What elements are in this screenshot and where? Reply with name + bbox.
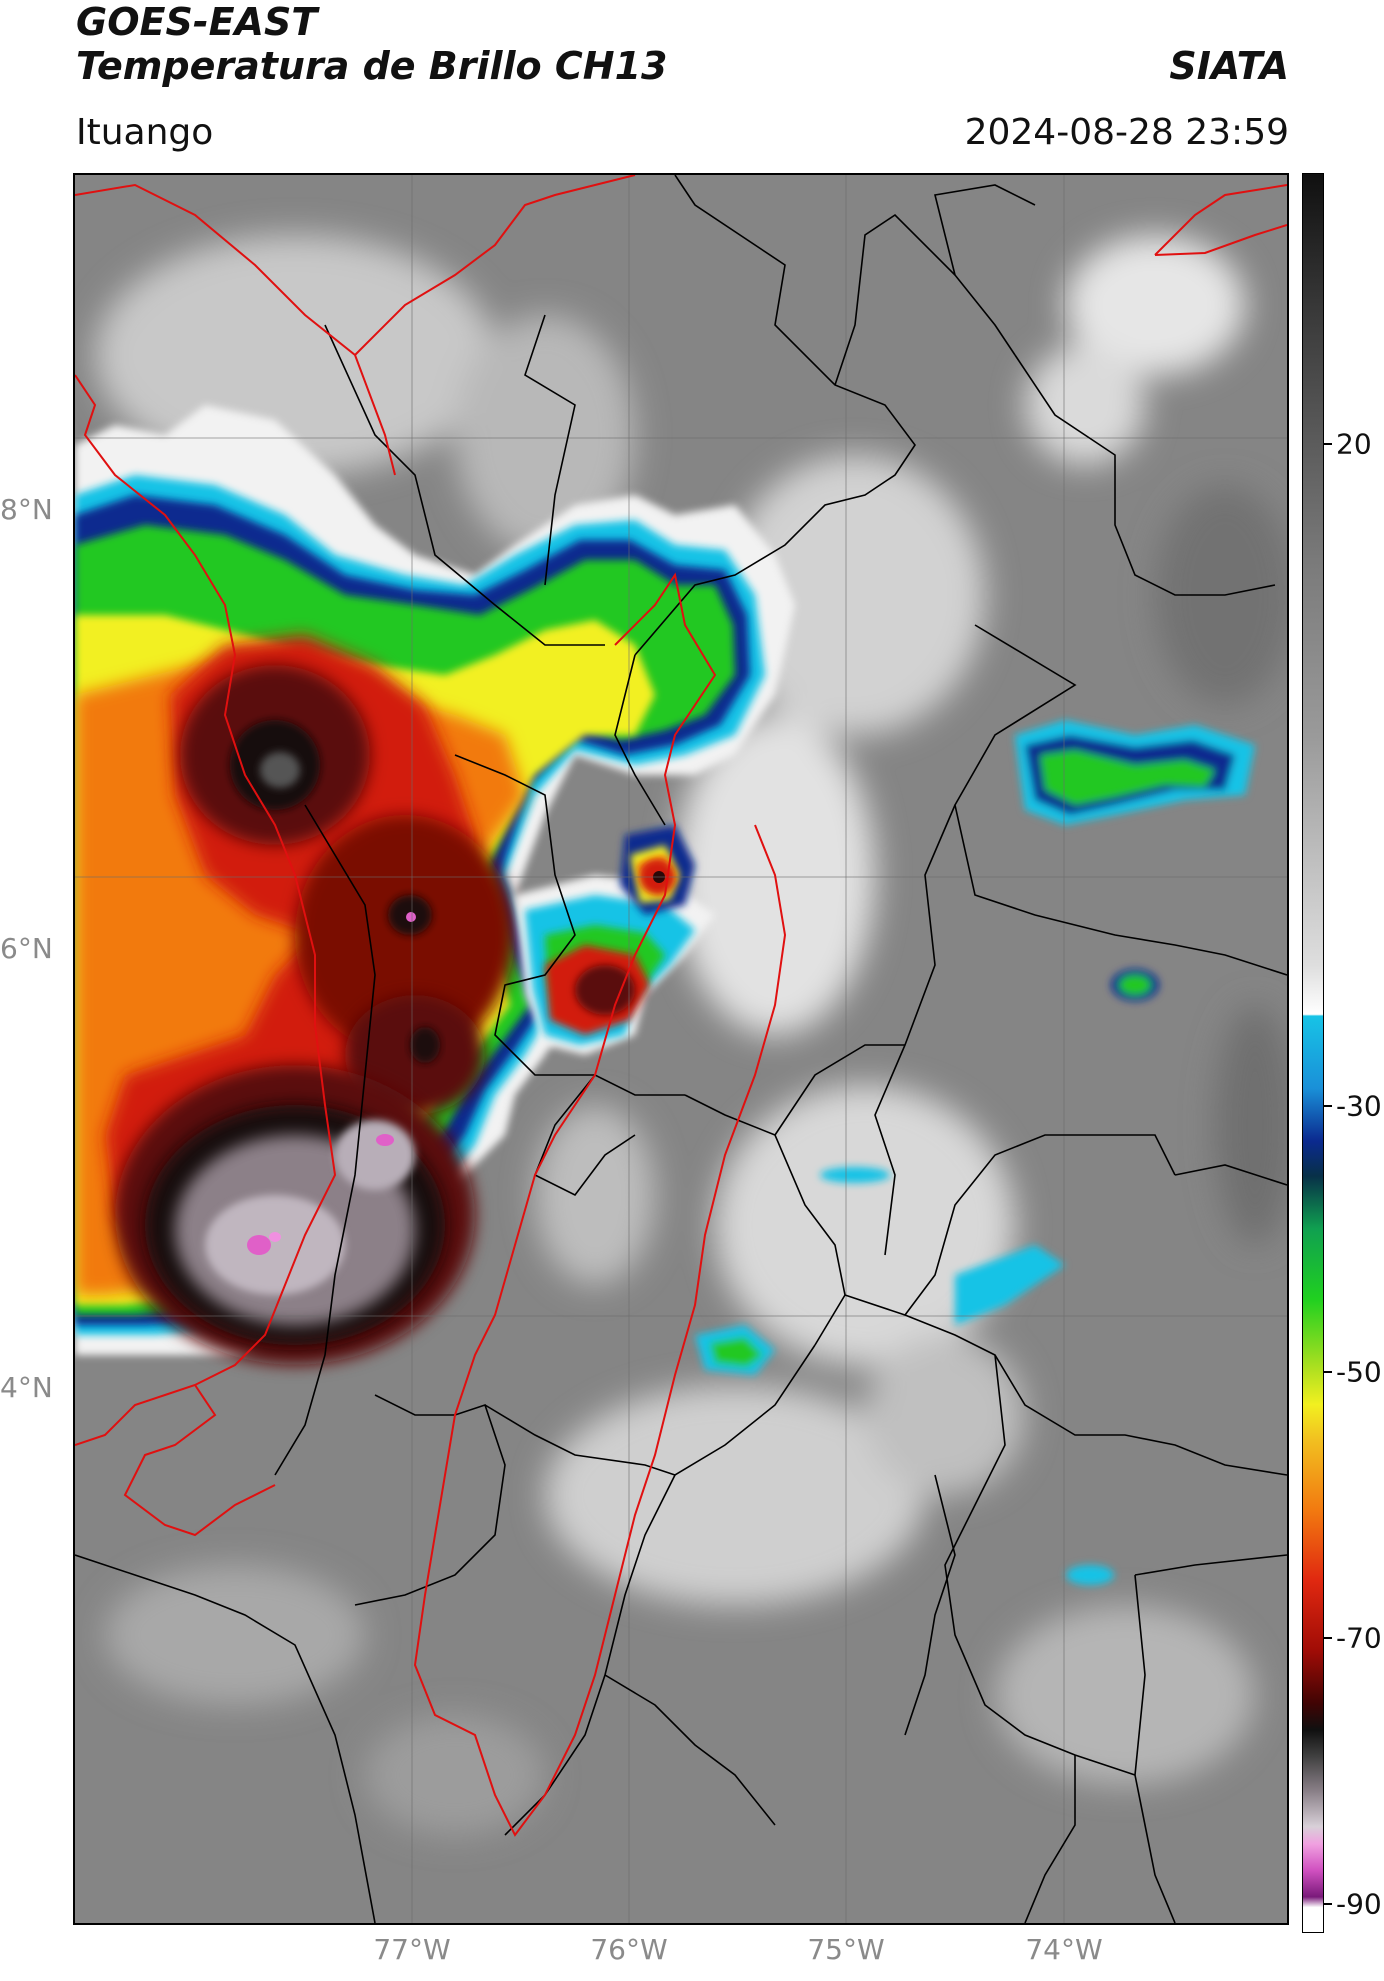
lon-label-76w: 76°W xyxy=(590,1933,668,1966)
temperature-colorbar xyxy=(1302,173,1324,1933)
convective-cells-central xyxy=(515,825,715,1055)
convective-complex-west xyxy=(75,405,795,1365)
institution-label: SIATA xyxy=(1169,44,1289,88)
colorbar-tick-minus50 xyxy=(1324,1371,1332,1373)
map-gridlines xyxy=(75,175,1287,1923)
satellite-title: GOES-EAST xyxy=(76,0,318,44)
lat-label-8n: 8°N xyxy=(0,493,53,526)
colorbar-tick-minus90 xyxy=(1324,1903,1332,1905)
region-label: Ituango xyxy=(76,112,214,153)
map-canvas xyxy=(75,175,1287,1923)
lon-label-77w: 77°W xyxy=(373,1933,451,1966)
colorbar-label-minus70: -70 xyxy=(1336,1621,1382,1655)
lat-label-6n: 6°N xyxy=(0,932,53,965)
regional-boundaries xyxy=(75,175,1287,1837)
colorbar-label-20: 20 xyxy=(1336,427,1372,461)
lon-label-75w: 75°W xyxy=(807,1933,885,1966)
timestamp-label: 2024-08-28 23:59 xyxy=(964,112,1289,153)
product-title: Temperatura de Brillo CH13 xyxy=(76,44,668,88)
lon-label-74w: 74°W xyxy=(1025,1933,1103,1966)
colorbar-tick-minus30 xyxy=(1324,1105,1332,1107)
colorbar-label-minus30: -30 xyxy=(1336,1089,1382,1123)
lat-label-4n: 4°N xyxy=(0,1371,53,1404)
colorbar-label-minus50: -50 xyxy=(1336,1355,1382,1389)
convective-cell-east xyxy=(695,720,1255,1585)
satellite-map[interactable] xyxy=(73,173,1289,1925)
colorbar-gradient xyxy=(1303,174,1323,1932)
colorbar-label-minus90: -90 xyxy=(1336,1887,1382,1921)
colorbar-tick-20 xyxy=(1324,443,1332,445)
department-boundaries xyxy=(75,175,1287,1923)
colorbar-tick-minus70 xyxy=(1324,1637,1332,1639)
